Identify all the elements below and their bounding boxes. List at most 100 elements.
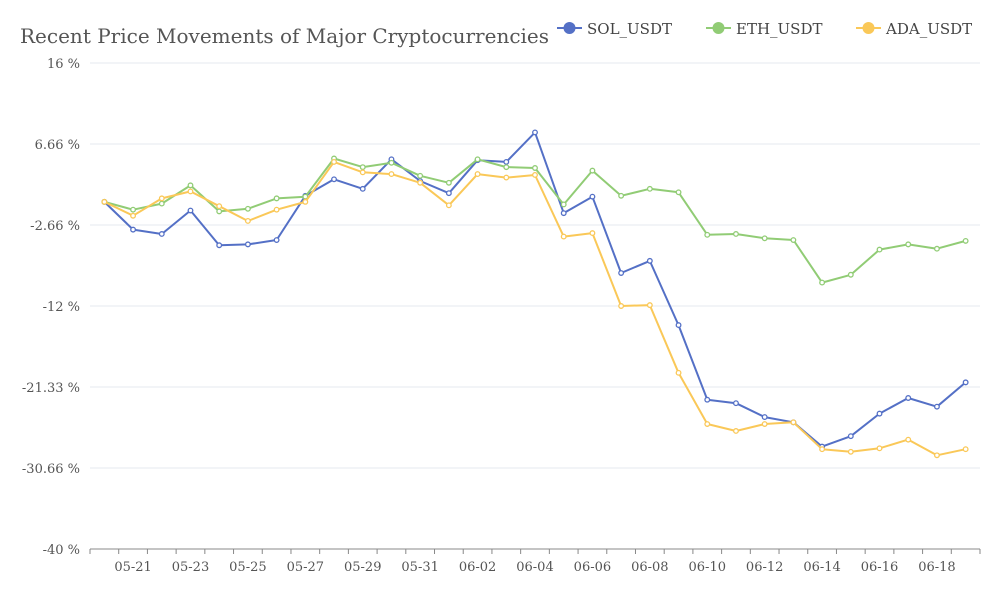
data-point (704, 231, 711, 238)
data-point (589, 193, 596, 200)
data-point (417, 172, 424, 179)
x-tick-label: 05-23 (172, 560, 209, 575)
data-point (445, 179, 452, 186)
data-point (761, 414, 768, 421)
data-point (933, 403, 940, 410)
data-point (331, 158, 337, 165)
data-point (445, 202, 452, 209)
data-point (962, 446, 969, 453)
data-point (388, 159, 395, 166)
data-point (933, 245, 940, 252)
y-tick-label: -12 % (43, 300, 80, 315)
data-point (244, 241, 251, 248)
data-point (158, 195, 165, 202)
series-sol-usdt (101, 129, 969, 450)
data-point (244, 217, 251, 224)
y-tick-label: -2.66 % (30, 219, 80, 234)
y-tick-label: -40 % (43, 543, 80, 558)
data-point (187, 182, 194, 189)
data-point (532, 172, 538, 178)
data-point (532, 165, 538, 171)
data-point (876, 445, 883, 452)
data-point (819, 279, 826, 286)
x-tick-label: 05-31 (401, 560, 438, 575)
x-tick-label: 05-21 (114, 560, 151, 575)
data-point (847, 271, 854, 278)
x-tick-label: 06-10 (689, 560, 726, 575)
data-point (646, 185, 653, 192)
data-point (187, 207, 194, 214)
x-tick-label: 05-25 (229, 560, 266, 575)
legend[interactable]: SOL_USDT ETH_USDT ADA_USDT (557, 20, 972, 38)
grid-lines (90, 62, 980, 469)
data-point (847, 448, 854, 455)
legend-item-sol-usdt[interactable]: SOL_USDT (557, 20, 672, 38)
data-point (675, 369, 682, 376)
data-point (905, 241, 912, 248)
data-point (790, 237, 797, 243)
data-point (445, 190, 452, 197)
data-point (474, 171, 481, 178)
data-point (331, 176, 337, 183)
data-point (359, 185, 366, 192)
data-point (503, 174, 510, 181)
series-eth-usdt (101, 155, 969, 286)
x-tick-label: 05-27 (287, 560, 324, 575)
data-point (704, 421, 711, 427)
data-point (273, 237, 280, 243)
legend-marker-icon (862, 22, 875, 34)
data-point (905, 395, 912, 401)
data-point (216, 242, 223, 249)
data-point (589, 167, 596, 174)
legend-marker-icon (712, 22, 725, 34)
data-point (532, 129, 538, 136)
data-point (819, 446, 826, 453)
data-point (101, 198, 108, 205)
chart-title: Recent Price Movements of Major Cryptocu… (20, 24, 549, 48)
legend-label: SOL_USDT (587, 20, 672, 38)
data-point (216, 203, 223, 210)
y-tick-label: 16 % (47, 57, 80, 72)
legend-item-ada-usdt[interactable]: ADA_USDT (856, 20, 972, 38)
data-point (417, 179, 424, 186)
x-tick-label: 06-14 (803, 560, 840, 575)
legend-item-eth-usdt[interactable]: ETH_USDT (706, 20, 822, 38)
x-tick-label: 06-16 (861, 560, 898, 575)
y-tick-label: 6.66 % (35, 138, 80, 153)
x-tick-label: 06-06 (574, 560, 611, 575)
data-point (761, 235, 768, 242)
x-tick-label: 06-02 (459, 560, 496, 575)
data-point (962, 379, 969, 386)
data-point (675, 189, 682, 196)
series-line (103, 160, 966, 457)
legend-label: ADA_USDT (885, 20, 972, 38)
data-point (646, 257, 653, 264)
x-tick-label: 06-18 (918, 560, 955, 575)
data-point (302, 198, 309, 205)
data-point (704, 396, 711, 403)
series-lines (101, 129, 969, 459)
data-point (560, 233, 567, 240)
data-point (876, 246, 883, 253)
legend-marker-icon (563, 22, 576, 34)
data-point (618, 303, 625, 309)
series-ada-usdt (101, 158, 969, 459)
data-point (589, 230, 596, 237)
data-point (733, 400, 739, 407)
legend-label: ETH_USDT (736, 20, 822, 38)
x-tick-label: 06-08 (631, 560, 668, 575)
data-point (847, 433, 854, 440)
x-tick-label: 06-12 (746, 560, 783, 575)
data-point (130, 206, 137, 213)
x-tick-label: 06-04 (516, 560, 553, 575)
axes: 16 % 6.66 % -2.66 % -12 % -21.33 % -30.66 % -4… (22, 57, 981, 575)
data-point (560, 201, 567, 208)
data-point (187, 188, 194, 195)
data-point (876, 410, 883, 417)
y-tick-label: -21.33 % (22, 381, 80, 396)
data-point (733, 428, 739, 434)
data-point (618, 192, 625, 199)
data-point (216, 208, 223, 215)
data-point (646, 302, 653, 309)
